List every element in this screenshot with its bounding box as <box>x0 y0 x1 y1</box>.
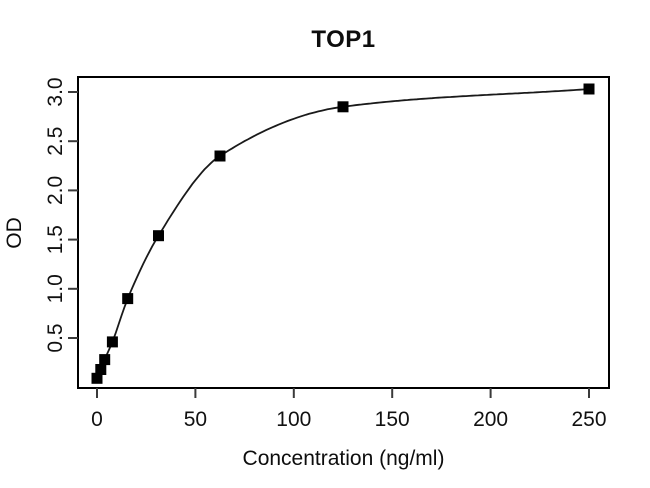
svg-text:1.5: 1.5 <box>44 225 67 254</box>
svg-text:2.5: 2.5 <box>44 127 67 156</box>
data-point-marker <box>153 230 164 242</box>
data-point-marker <box>99 354 111 366</box>
x-axis-ticks <box>96 388 590 398</box>
svg-text:100: 100 <box>276 408 311 431</box>
data-point-marker <box>122 293 134 305</box>
x-axis-tick-labels: 0 50 100 150 200 250 <box>91 408 606 431</box>
data-point-marker <box>95 364 107 375</box>
y-axis-tick-labels: 0.5 1.0 1.5 2.0 2.5 3.0 <box>44 77 67 352</box>
svg-text:250: 250 <box>571 408 606 431</box>
svg-text:0.5: 0.5 <box>44 323 67 352</box>
y-axis-label: OD <box>3 217 26 249</box>
fit-curve <box>96 88 590 379</box>
y-axis-ticks <box>68 91 78 339</box>
data-point-marker <box>106 336 118 348</box>
data-point-marker <box>214 150 226 162</box>
svg-text:0: 0 <box>91 408 103 431</box>
x-axis-label: Concentration (ng/ml) <box>242 447 445 470</box>
chart-title: TOP1 <box>311 26 376 53</box>
svg-text:2.0: 2.0 <box>44 176 67 205</box>
svg-text:200: 200 <box>473 408 508 431</box>
plot-box <box>77 76 610 389</box>
svg-text:1.0: 1.0 <box>44 274 67 303</box>
svg-text:150: 150 <box>375 408 410 431</box>
data-point-marker <box>91 372 103 384</box>
data-points <box>91 83 595 384</box>
svg-text:3.0: 3.0 <box>44 77 67 106</box>
data-point-marker <box>337 101 349 113</box>
svg-text:50: 50 <box>184 408 207 431</box>
data-point-marker <box>583 83 595 95</box>
